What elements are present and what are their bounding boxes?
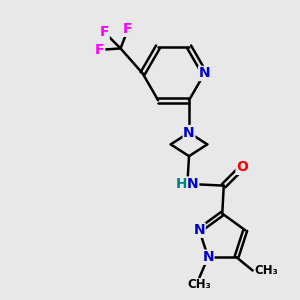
Text: CH₃: CH₃ xyxy=(254,264,278,277)
Text: CH₃: CH₃ xyxy=(188,278,211,292)
Text: N: N xyxy=(194,223,205,237)
Text: O: O xyxy=(236,160,248,174)
Text: F: F xyxy=(95,43,105,57)
Text: F: F xyxy=(100,25,109,39)
Text: N: N xyxy=(202,250,214,264)
Text: F: F xyxy=(123,22,133,36)
Text: N: N xyxy=(187,177,199,191)
Text: H: H xyxy=(175,177,187,191)
Text: N: N xyxy=(199,66,210,80)
Text: N: N xyxy=(183,126,195,140)
